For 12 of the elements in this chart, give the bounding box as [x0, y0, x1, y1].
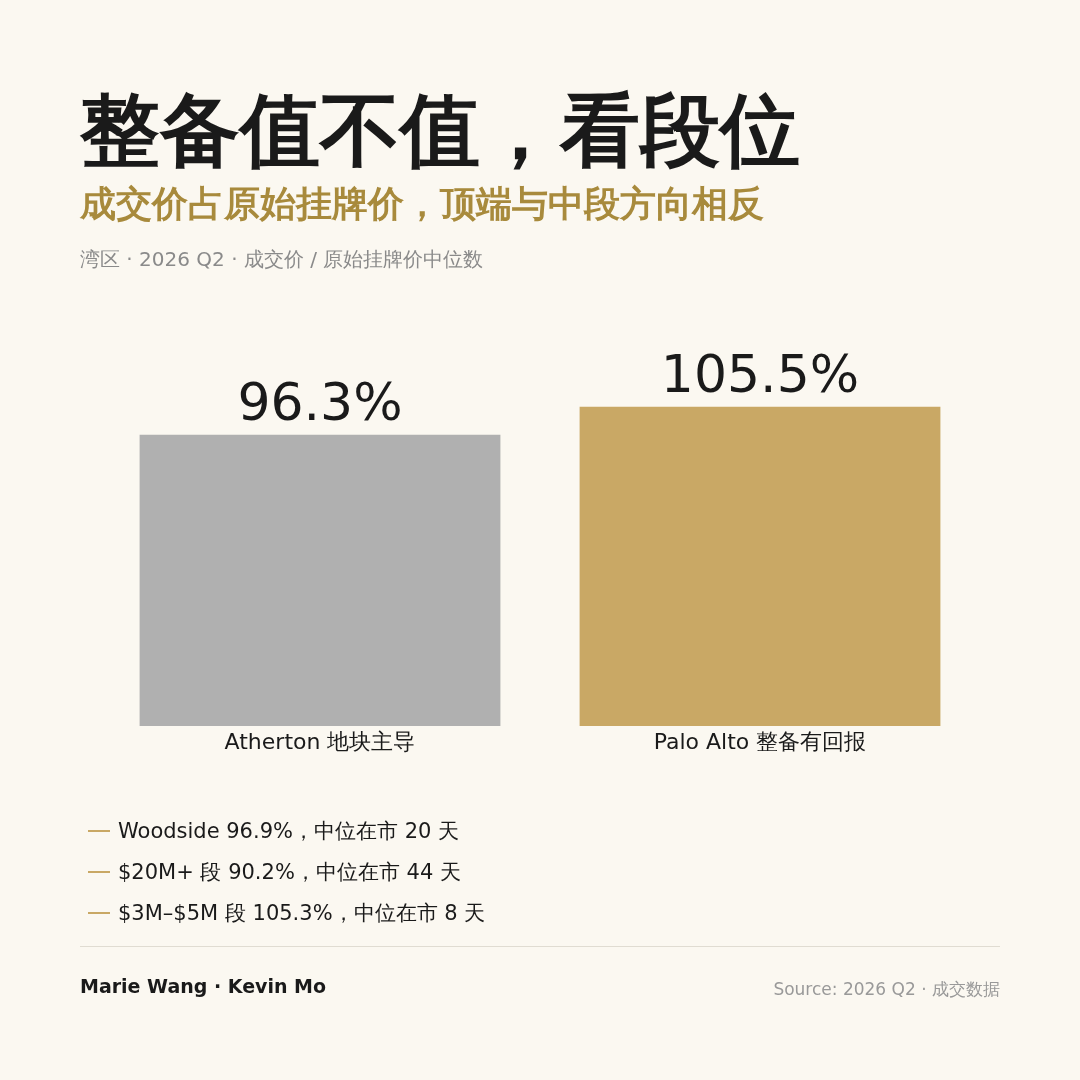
text: $20M+ 段 90.2%，中位在市 44 天 [118, 858, 461, 886]
data-label: 96.3% [237, 371, 403, 432]
text: 湾区 · 2026 Q2 · 成交价 / 原始挂牌价中位数 [80, 246, 484, 273]
data-label: 105.5% [660, 343, 860, 404]
x-tick-label: Palo Alto 整备有回报 [653, 729, 867, 754]
x-tick-label: Atherton 地块主导 [224, 729, 416, 754]
text: $3M–$5M 段 105.3%，中位在市 8 天 [118, 899, 486, 927]
chart-title: 整备值不值，看段位 [80, 84, 800, 177]
chart-subtitle: 成交价占原始挂牌价，顶端与中段方向相反 [80, 182, 764, 226]
text: Woodside 96.9%，中位在市 20 天 [118, 817, 460, 845]
text: Marie Wang · Kevin Mo [80, 975, 327, 997]
source-note: Source: 2026 Q2 · 成交数据 [773, 978, 1000, 1001]
